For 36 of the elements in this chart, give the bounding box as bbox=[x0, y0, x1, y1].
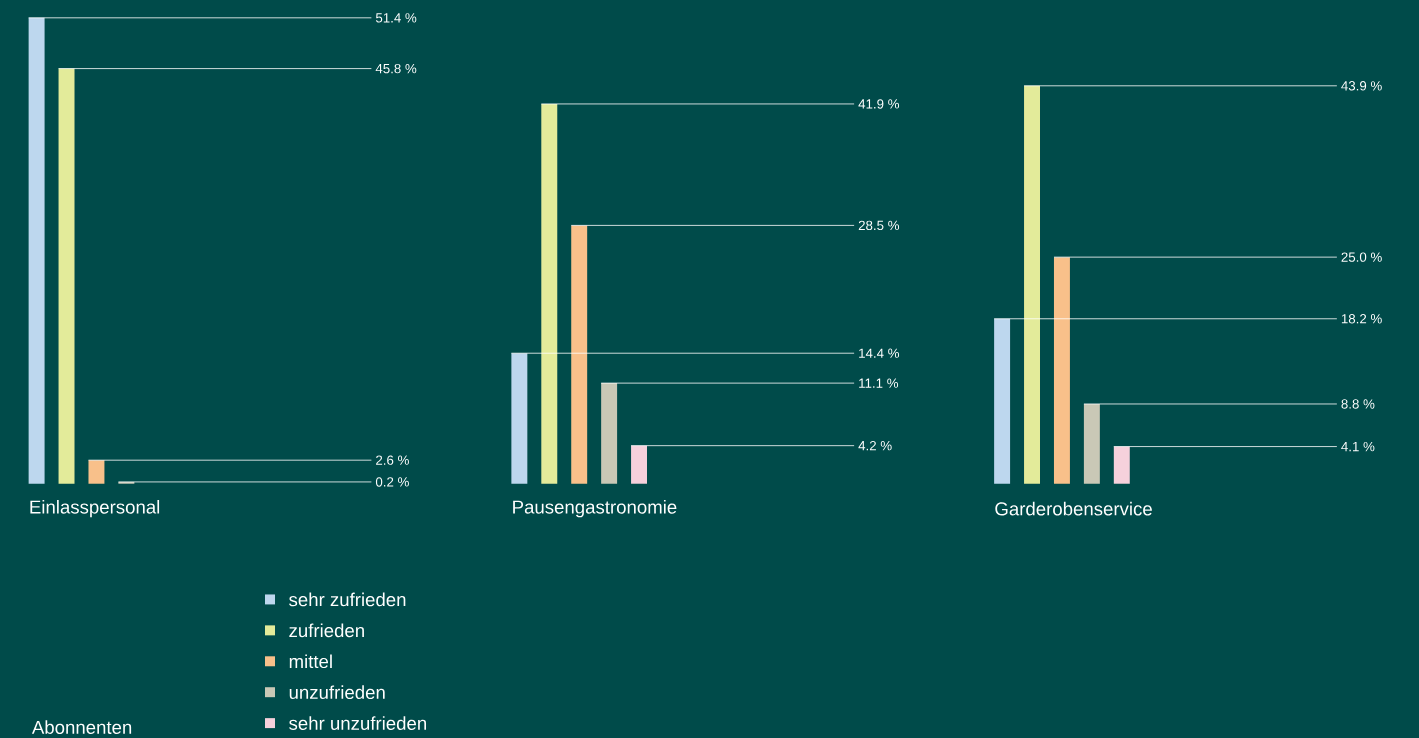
x-tick-label: Pausengastronomie bbox=[513, 499, 677, 518]
bar bbox=[1083, 403, 1100, 484]
legend-label: mittel bbox=[289, 654, 332, 669]
bar bbox=[994, 318, 1011, 484]
bar bbox=[1024, 85, 1040, 484]
legend-label: zufrieden bbox=[289, 623, 364, 638]
data-label: 2.6 % bbox=[376, 455, 409, 465]
data-label: 51.4 % bbox=[375, 13, 417, 23]
bar bbox=[1053, 257, 1070, 484]
data-label: 25.0 % bbox=[1341, 252, 1382, 262]
data-label: 28.5 % bbox=[858, 220, 900, 231]
legend-label: unzufrieden bbox=[289, 685, 385, 700]
bar bbox=[571, 225, 588, 484]
data-label: 0.2 % bbox=[375, 477, 409, 487]
legend-label: sehr zufrieden bbox=[289, 592, 406, 607]
bar bbox=[601, 383, 618, 484]
bar bbox=[631, 445, 648, 484]
data-label: 4.1 % bbox=[1341, 441, 1375, 452]
bar bbox=[1113, 446, 1130, 484]
bar bbox=[58, 68, 75, 484]
x-tick-label: Einlasspersonal bbox=[30, 499, 160, 518]
data-label: 45.8 % bbox=[375, 63, 417, 74]
data-label: 18.2 % bbox=[1341, 314, 1382, 324]
bar bbox=[88, 460, 105, 484]
data-label: 8.8 % bbox=[1341, 399, 1375, 409]
data-label: 4.2 % bbox=[858, 440, 892, 451]
x-tick-label: Garderobenservice bbox=[995, 501, 1152, 516]
bar bbox=[28, 17, 45, 484]
bar bbox=[511, 353, 528, 484]
legend-label: sehr unzufrieden bbox=[289, 716, 427, 730]
data-label: 41.9 % bbox=[858, 99, 900, 109]
text: Abonnenten bbox=[31, 720, 132, 734]
data-label: 11.1 % bbox=[859, 378, 899, 388]
data-label: 14.4 % bbox=[859, 348, 900, 358]
data-label: 43.9 % bbox=[1341, 81, 1382, 91]
bar bbox=[541, 103, 558, 484]
